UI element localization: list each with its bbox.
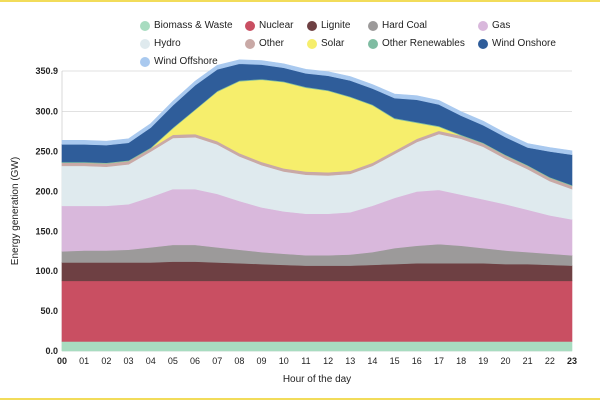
legend-label: Hard Coal [382, 20, 428, 31]
y-tick-label: 200.0 [35, 186, 58, 196]
legend-item-gas: Gas [478, 20, 510, 31]
x-tick-label: 09 [257, 356, 267, 366]
y-tick-label: 100.0 [35, 266, 58, 276]
x-tick-label: 04 [146, 356, 156, 366]
x-tick-label: 21 [523, 356, 533, 366]
x-axis-title: Hour of the day [283, 374, 351, 385]
legend-item-wind-onshore: Wind Onshore [478, 38, 556, 49]
legend-label: Gas [492, 20, 511, 31]
legend-label: Solar [321, 38, 345, 49]
legend-item-hard-coal: Hard Coal [368, 20, 427, 31]
x-tick-label: 16 [412, 356, 422, 366]
y-tick-label: 350.9 [35, 66, 58, 76]
x-tick-label: 14 [367, 356, 377, 366]
x-tick-label: 06 [190, 356, 200, 366]
legend-label: Wind Onshore [492, 38, 556, 49]
legend-swatch [307, 20, 317, 31]
y-tick-label: 0.0 [45, 346, 58, 356]
legend-swatch [245, 20, 255, 31]
legend-label: Other Renewables [382, 38, 465, 49]
y-axis-ticks: 0.0 50.0 100.0 150.0 200.0 250.0 300.0 350.9 [35, 66, 58, 356]
area-nuclear [61, 280, 573, 342]
legend-swatch [140, 56, 150, 67]
x-tick-label: 19 [478, 356, 488, 366]
legend-swatch [140, 38, 150, 49]
legend-item-biomass-and-waste: Biomass & Waste [140, 20, 233, 31]
area-series [61, 59, 573, 352]
legend-label: Lignite [321, 20, 351, 31]
x-tick-label: 23 [567, 356, 577, 366]
y-axis-title: Energy generation (GW) [10, 157, 21, 265]
bottom-frame-border [0, 398, 600, 400]
x-tick-label: 17 [434, 356, 444, 366]
legend-swatch [478, 20, 488, 31]
legend-item-hydro: Hydro [140, 38, 181, 49]
x-tick-label: 18 [456, 356, 466, 366]
y-tick-label: 250.0 [35, 147, 58, 157]
x-tick-label: 01 [79, 356, 89, 366]
x-tick-label: 00 [57, 356, 67, 366]
area-wind-offshore [61, 59, 573, 156]
legend-label: Biomass & Waste [154, 20, 233, 31]
y-tick-label: 50.0 [40, 306, 58, 316]
top-frame-border [0, 0, 600, 2]
x-tick-label: 07 [212, 356, 222, 366]
x-tick-label: 20 [500, 356, 510, 366]
legend-label: Hydro [154, 38, 181, 49]
legend-item-wind-offshore: Wind Offshore [140, 56, 218, 67]
legend-swatch [245, 38, 255, 49]
legend-label: Wind Offshore [154, 56, 218, 67]
legend-swatch [478, 38, 488, 49]
legend-item-other: Other [245, 38, 284, 49]
x-tick-label: 05 [168, 356, 178, 366]
legend-swatch [140, 20, 150, 31]
legend-swatch [307, 38, 317, 49]
legend-item-lignite: Lignite [307, 20, 350, 31]
x-tick-label: 12 [323, 356, 333, 366]
x-tick-label: 08 [234, 356, 244, 366]
legend-label: Nuclear [259, 20, 294, 31]
y-tick-label: 150.0 [35, 226, 58, 236]
y-tick-label: 300.0 [35, 107, 58, 117]
x-tick-label: 11 [301, 356, 310, 366]
x-tick-label: 02 [101, 356, 111, 366]
legend-label: Other [259, 38, 285, 49]
legend-item-other-renewables: Other Renewables [368, 38, 465, 49]
x-axis-ticks: 00 01 02 03 04 05 06 07 08 09 10 11 12 13 14 15 16 17 18 19… [57, 356, 577, 366]
area-biomass-and-waste [61, 341, 573, 352]
x-tick-label: 22 [545, 356, 555, 366]
x-tick-label: 15 [390, 356, 400, 366]
legend-swatch [368, 38, 378, 49]
legend-item-nuclear: Nuclear [245, 20, 293, 31]
x-tick-label: 03 [124, 356, 134, 366]
legend-swatch [368, 20, 378, 31]
x-tick-label: 13 [345, 356, 355, 366]
x-tick-label: 10 [279, 356, 289, 366]
legend-item-solar: Solar [307, 38, 344, 49]
